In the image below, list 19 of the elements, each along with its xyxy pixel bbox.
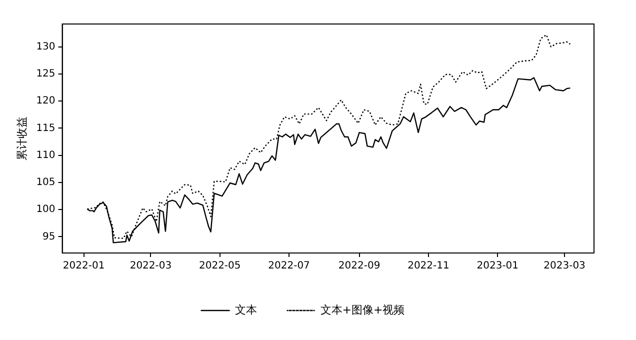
x-tick-label: 2023-01 [476,260,519,272]
y-tick-label: 110 [36,150,56,161]
y-tick-label: 115 [36,122,56,134]
y-axis-title: 累计收益 [15,116,28,160]
x-tick-label: 2022-03 [130,260,172,272]
y-tick-label: 125 [36,68,56,80]
y-tick-label: 95 [42,231,56,242]
legend-label: 文本+图像+视频 [320,303,405,316]
legend-label: 文本 [234,303,257,316]
y-tick-label: 120 [36,96,56,107]
x-tick-label: 2022-05 [198,260,241,272]
x-tick-label: 2022-11 [408,260,450,272]
x-tick-label: 2022-09 [338,260,380,272]
x-tick-label: 2023-03 [544,260,586,272]
x-tick-label: 2022-01 [62,260,105,272]
x-tick-label: 2022-07 [268,260,310,272]
y-tick-label: 100 [36,204,56,216]
y-tick-label: 105 [36,177,56,188]
y-tick-label: 130 [36,41,56,52]
